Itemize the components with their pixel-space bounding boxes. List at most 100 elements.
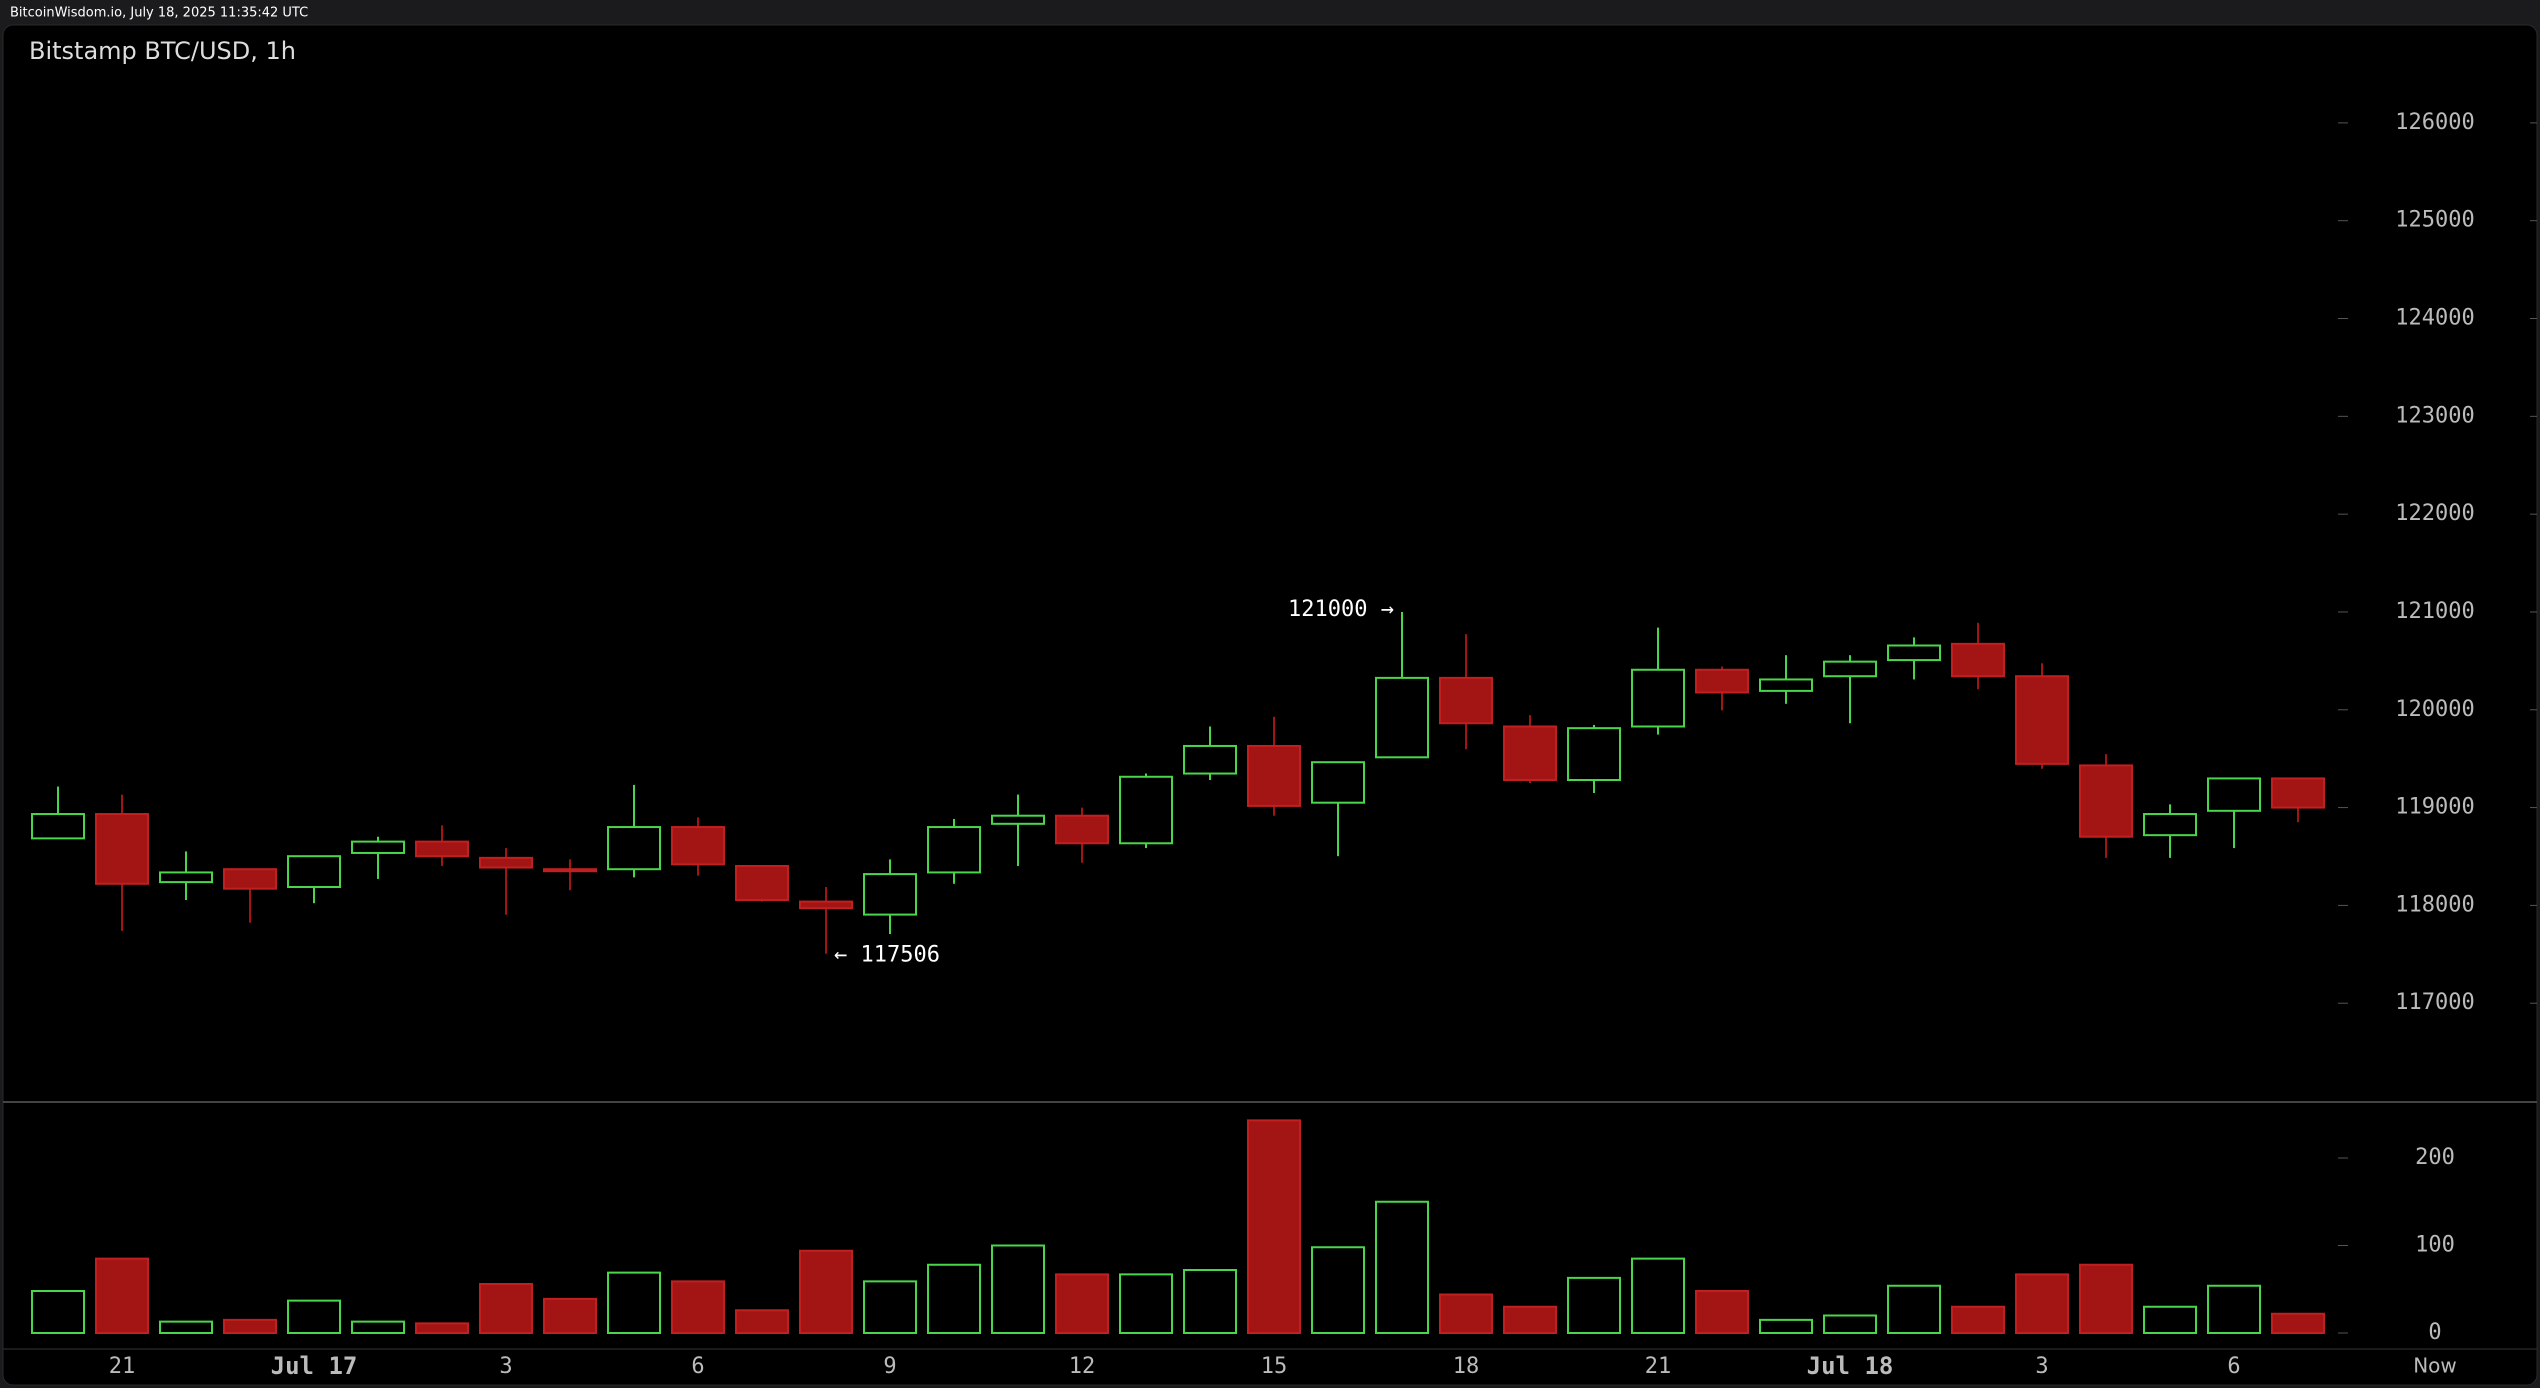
- chart-title: Bitstamp BTC/USD, 1h: [29, 37, 296, 65]
- candle-body: [1119, 775, 1173, 845]
- y-tick-label: 124000: [2395, 306, 2474, 331]
- candle-body: [1439, 676, 1493, 725]
- volume-bar: [2207, 1284, 2261, 1334]
- candle-body: [287, 855, 341, 889]
- volume-bar: [1567, 1276, 1621, 1334]
- volume-bar: [607, 1271, 661, 1334]
- volume-bar: [1119, 1273, 1173, 1334]
- candle-body: [1631, 668, 1685, 728]
- x-tick-label: 6: [2227, 1354, 2240, 1379]
- volume-bar: [863, 1280, 917, 1334]
- volume-bar: [415, 1322, 469, 1334]
- x-tick-label: 15: [1261, 1354, 1288, 1379]
- volume-bar: [95, 1257, 149, 1334]
- candle-body: [1823, 660, 1877, 678]
- volume-bar: [2015, 1273, 2069, 1334]
- volume-bar: [1183, 1269, 1237, 1334]
- y-tick-label: 122000: [2395, 501, 2474, 526]
- volume-bar: [351, 1320, 405, 1334]
- candle-body: [2079, 764, 2133, 838]
- volume-tick-label: 200: [2415, 1145, 2455, 1170]
- volume-bar: [927, 1263, 981, 1334]
- candle-body: [31, 813, 85, 840]
- candle-body: [1887, 644, 1941, 662]
- x-tick-label: 3: [2035, 1354, 2048, 1379]
- volume-bar: [1311, 1246, 1365, 1334]
- top-bar: [0, 0, 2540, 24]
- candle-body: [1951, 642, 2005, 678]
- candle-body: [1503, 725, 1557, 781]
- y-tick-label: 120000: [2395, 697, 2474, 722]
- volume-bar: [287, 1299, 341, 1334]
- x-tick-label: Jul 17: [271, 1352, 358, 1380]
- x-tick-label: 9: [883, 1354, 896, 1379]
- y-tick-label: 118000: [2395, 892, 2474, 917]
- volume-bar: [735, 1309, 789, 1334]
- volume-bar: [159, 1320, 213, 1334]
- candle-body: [479, 856, 533, 869]
- volume-bar: [991, 1244, 1045, 1334]
- volume-bar: [2271, 1312, 2325, 1334]
- candle-body: [991, 814, 1045, 825]
- y-tick-label: 125000: [2395, 208, 2474, 233]
- volume-bar: [1823, 1314, 1877, 1334]
- volume-bar: [799, 1249, 853, 1334]
- volume-bar: [2079, 1263, 2133, 1334]
- volume-bar: [1439, 1293, 1493, 1334]
- candle-body: [671, 826, 725, 866]
- volume-bar: [1631, 1257, 1685, 1334]
- volume-bar: [1759, 1318, 1813, 1334]
- candle-body: [735, 864, 789, 902]
- x-tick-label: Jul 18: [1807, 1352, 1894, 1380]
- x-tick-label: 3: [499, 1354, 512, 1379]
- candle-body: [863, 873, 917, 916]
- x-tick-label: 6: [691, 1354, 704, 1379]
- candle-body: [1567, 727, 1621, 781]
- candle-body: [543, 868, 597, 873]
- y-tick-label: 121000: [2395, 599, 2474, 624]
- candle-body: [1759, 678, 1813, 692]
- candle-body: [1183, 744, 1237, 775]
- header: BitcoinWisdom.io, July 18, 2025 11:35:42…: [10, 6, 308, 21]
- y-tick-label: 126000: [2395, 110, 2474, 135]
- volume-bar: [1503, 1305, 1557, 1334]
- candle-body: [415, 840, 469, 858]
- volume-bar: [223, 1318, 277, 1334]
- candle-body: [351, 840, 405, 854]
- candle-body: [1311, 761, 1365, 804]
- now-label: Now: [2413, 1354, 2457, 1378]
- volume-bar: [1951, 1305, 2005, 1334]
- volume-tick-label: 100: [2415, 1233, 2455, 1258]
- y-tick-label: 117000: [2395, 990, 2474, 1015]
- volume-bar: [1375, 1200, 1429, 1334]
- volume-bar: [1247, 1119, 1301, 1334]
- candle-body: [1055, 814, 1109, 845]
- volume-bar: [1695, 1290, 1749, 1334]
- x-tick-label: 12: [1069, 1354, 1096, 1379]
- candle-body: [1695, 668, 1749, 694]
- candle-body: [2015, 675, 2069, 765]
- x-tick-label: 21: [109, 1354, 136, 1379]
- candle-body: [95, 813, 149, 885]
- x-tick-label: 21: [1645, 1354, 1672, 1379]
- volume-bar: [1055, 1273, 1109, 1334]
- candle-body: [1247, 744, 1301, 807]
- volume-bar: [543, 1297, 597, 1334]
- candle-body: [223, 868, 277, 890]
- volume-tick-label: 0: [2428, 1320, 2441, 1345]
- volume-bar: [1887, 1284, 1941, 1334]
- x-tick-label: 18: [1453, 1354, 1480, 1379]
- candle-body: [2143, 813, 2197, 837]
- candle-body: [1375, 676, 1429, 759]
- volume-bar: [671, 1280, 725, 1334]
- y-tick-label: 119000: [2395, 795, 2474, 820]
- volume-bar: [2143, 1305, 2197, 1334]
- candle-body: [2207, 777, 2261, 812]
- candle-body: [607, 826, 661, 871]
- volume-bar: [479, 1283, 533, 1334]
- volume-bar: [31, 1290, 85, 1334]
- candle-body: [927, 826, 981, 874]
- low-annotation: ← 117506: [834, 943, 940, 968]
